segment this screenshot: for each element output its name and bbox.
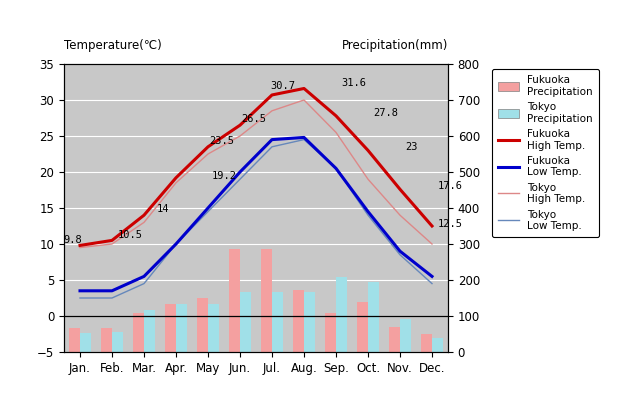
Text: Temperature(℃): Temperature(℃): [64, 40, 162, 52]
Text: 12.5: 12.5: [438, 219, 463, 229]
Text: 10.5: 10.5: [118, 230, 143, 240]
Bar: [388, 327, 400, 352]
Bar: [144, 310, 155, 352]
Bar: [165, 304, 176, 352]
Bar: [197, 298, 208, 352]
Bar: [69, 328, 80, 352]
Text: 30.7: 30.7: [271, 82, 296, 92]
Text: 14: 14: [157, 204, 169, 214]
Text: 31.6: 31.6: [342, 78, 367, 88]
Bar: [80, 333, 92, 352]
Text: 27.8: 27.8: [374, 108, 399, 118]
Bar: [357, 302, 368, 352]
Text: 9.8: 9.8: [63, 235, 82, 245]
Bar: [368, 282, 379, 352]
Text: 23: 23: [406, 142, 418, 152]
Bar: [304, 292, 315, 352]
Bar: [261, 250, 272, 352]
Legend: Fukuoka
Precipitation, Tokyo
Precipitation, Fukuoka
High Temp., Fukuoka
Low Temp: Fukuoka Precipitation, Tokyo Precipitati…: [492, 69, 599, 237]
Bar: [112, 332, 123, 352]
Bar: [336, 277, 347, 352]
Bar: [293, 290, 304, 352]
Bar: [432, 338, 443, 352]
Text: 26.5: 26.5: [241, 114, 266, 124]
Bar: [421, 334, 432, 352]
Text: 17.6: 17.6: [438, 181, 463, 191]
Text: 19.2: 19.2: [212, 171, 237, 181]
Bar: [133, 314, 144, 352]
Bar: [101, 328, 112, 352]
Bar: [272, 292, 283, 352]
Bar: [240, 292, 251, 352]
Bar: [229, 250, 240, 352]
Bar: [208, 304, 219, 352]
Text: 23.5: 23.5: [209, 136, 234, 146]
Text: Precipitation(mm): Precipitation(mm): [342, 40, 448, 52]
Bar: [325, 313, 336, 352]
Bar: [400, 318, 412, 352]
Bar: [176, 304, 187, 352]
